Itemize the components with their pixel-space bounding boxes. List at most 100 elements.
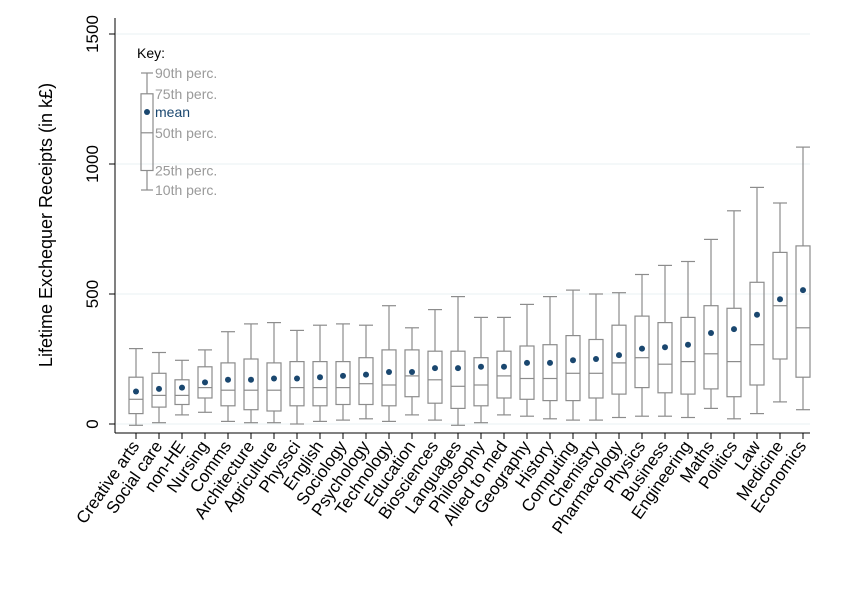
box-non-he [174,359,190,416]
box-history [542,296,558,420]
mean-marker [409,369,415,375]
iqr-box [634,315,650,389]
box-pharmacology [611,292,627,419]
y-tick-label: 1500 [83,15,102,53]
iqr-box [795,245,811,378]
mean-marker [754,311,760,318]
iqr-box [680,316,696,395]
box-series [128,146,811,426]
mean-marker [593,356,599,362]
iqr-box [588,338,604,399]
box-geography [519,303,535,417]
iqr-box [496,350,512,399]
box-politics [726,210,742,420]
iqr-box [657,322,673,394]
iqr-box [519,345,535,400]
mean-marker [731,326,737,333]
mean-marker [501,363,507,370]
mean-marker [386,369,392,375]
box-chemistry [588,293,604,421]
mean-marker [271,375,277,382]
iqr-box [749,281,765,386]
mean-marker [616,352,622,359]
box-economics [795,146,811,411]
box-law [749,186,765,415]
gridlines [116,33,810,425]
y-tick-label: 0 [83,419,102,428]
iqr-box [128,376,144,415]
box-social-care [151,351,167,424]
y-axis-title: Lifetime Exchequer Receipts (in k£) [36,83,56,367]
mean-marker [294,375,300,382]
box-business [657,264,673,417]
key-mean-marker [144,109,150,115]
mean-marker [317,374,323,381]
iqr-box [174,379,190,406]
mean-marker [547,359,553,366]
iqr-box [542,344,558,402]
box-english [312,324,328,422]
iqr-box [450,350,466,410]
mean-marker [708,330,714,336]
box-nursing [197,349,213,413]
key-legend: Key: 90th perc. 75th perc. mean 50th perc. 2… [137,45,217,198]
iqr-box [703,305,719,390]
box-engineering [680,260,696,419]
box-maths [703,238,719,409]
iqr-box [243,358,259,411]
key-label: 75th perc. [155,86,217,102]
mean-marker [340,372,346,379]
iqr-box [358,357,374,406]
iqr-box [611,324,627,395]
key-label: mean [155,104,190,120]
y-ticks: 0 500 1000 1500 [83,15,115,429]
mean-marker [639,345,645,352]
mean-marker [777,296,783,303]
iqr-box [220,362,236,407]
key-box [140,93,154,172]
mean-marker [455,365,461,372]
box-agriculture [266,322,282,424]
mean-marker [570,357,576,364]
mean-marker [662,344,668,351]
key-title: Key: [137,45,165,61]
iqr-box [565,335,581,402]
box-languages [450,296,466,426]
iqr-box [289,361,305,407]
mean-marker [685,341,691,348]
mean-marker [363,371,369,378]
iqr-box [335,361,351,406]
y-tick-label: 500 [83,280,102,308]
mean-marker [179,384,185,391]
mean-marker [225,376,231,383]
key-label: 90th perc. [155,65,217,81]
box-psychology [358,324,374,420]
box-physics [634,273,650,417]
box-creative-arts [128,348,144,426]
mean-marker [202,379,208,386]
box-biosciences [427,309,443,421]
box-architecture [243,323,259,424]
mean-marker [156,385,162,392]
box-technology [381,305,397,422]
box-comms [220,331,236,422]
mean-marker [432,365,438,372]
iqr-box [473,357,489,407]
iqr-box [197,366,213,399]
iqr-box [726,307,742,398]
iqr-box [266,362,282,412]
mean-marker [800,287,806,294]
mean-marker [478,363,484,370]
y-tick-label: 1000 [83,145,102,183]
box-education [404,327,420,416]
key-label: 10th perc. [155,182,217,198]
box-medicine [772,202,788,403]
iqr-box [427,350,443,404]
iqr-box [151,372,167,408]
box-physsci [289,329,305,425]
box-sociology [335,323,351,421]
mean-marker [133,388,139,395]
iqr-box [381,349,397,407]
